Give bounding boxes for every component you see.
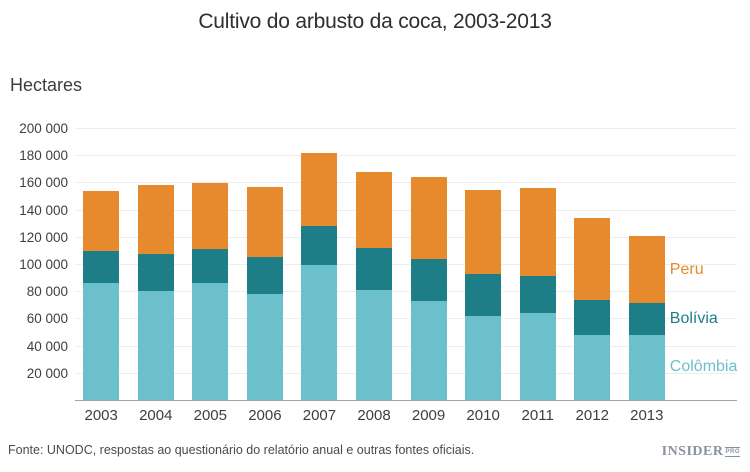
insiderpro-logo: INSIDER PRO [662, 444, 740, 460]
legend-label-peru: Peru [669, 260, 704, 278]
bar-segment-colombia-2003 [83, 283, 120, 400]
bar-segment-colombia-2005 [192, 283, 229, 400]
x-tick-label: 2004 [139, 407, 173, 424]
x-tick-label: 2012 [575, 407, 609, 424]
bar-segment-colombia-2006 [246, 293, 283, 400]
bar-segment-colombia-2009 [410, 300, 447, 400]
bar-segment-peru-2009 [410, 177, 447, 259]
x-tick-label: 2008 [357, 407, 391, 424]
bar-segment-peru-2006 [246, 186, 283, 257]
y-tick-label: 160 000 [19, 175, 68, 191]
bar-segment-bolivia-2012 [574, 300, 611, 335]
gridline [75, 264, 737, 265]
y-axis-unit-label: Hectares [10, 75, 83, 95]
gridline [75, 372, 737, 374]
bar-segment-colombia-2010 [465, 315, 502, 400]
bar-segment-peru-2005 [192, 182, 229, 249]
chart-title: Cultivo do arbusto da coca, 2003-2013 [198, 10, 552, 33]
bar-segment-peru-2010 [465, 190, 502, 274]
bar-segment-peru-2012 [574, 218, 611, 301]
logo-text: INSIDER [661, 444, 724, 459]
bar-segment-peru-2008 [356, 172, 392, 249]
legend-label-bolivia: Bolívia [669, 310, 718, 328]
bar-segment-peru-2007 [301, 153, 338, 227]
bar-segment-bolivia-2009 [410, 258, 447, 301]
gridline [75, 209, 737, 211]
plot-area [75, 128, 737, 401]
source-note: Fonte: UNODC, respostas ao questionário … [8, 443, 475, 457]
bar-segment-colombia-2011 [519, 312, 556, 400]
x-tick-label: 2005 [193, 407, 227, 424]
gridline [75, 155, 737, 157]
gridline [75, 236, 737, 238]
y-tick-label: 80 000 [26, 284, 68, 300]
y-tick-label: 140 000 [19, 202, 68, 218]
bar-segment-peru-2011 [519, 188, 556, 276]
x-tick-label: 2007 [302, 407, 337, 424]
y-tick-label: 200 000 [19, 121, 68, 136]
bar-segment-bolivia-2013 [628, 303, 665, 335]
bar-segment-colombia-2012 [574, 334, 611, 400]
gridline [75, 291, 737, 293]
logo-badge: PRO [725, 447, 740, 457]
gridline [75, 182, 737, 184]
bar-segment-peru-2004 [137, 185, 174, 254]
gridline [75, 318, 737, 320]
x-tick-label: 2011 [521, 407, 554, 424]
x-tick-label: 2010 [466, 407, 500, 424]
gridline [75, 345, 737, 347]
x-tick-label: 2006 [248, 407, 282, 424]
y-tick-label: 120 000 [19, 229, 68, 245]
y-tick-label: 40 000 [26, 338, 68, 354]
bar-segment-bolivia-2004 [137, 253, 174, 292]
x-tick-label: 2003 [84, 407, 118, 424]
bar-segment-colombia-2004 [137, 291, 174, 400]
bar-segment-bolivia-2006 [246, 256, 283, 294]
bar-segment-peru-2013 [628, 235, 665, 304]
y-tick-label: 180 000 [19, 148, 68, 164]
y-tick-label: 60 000 [26, 311, 68, 327]
y-axis-tick-labels: 20 000 40 000 60 000 80 000 100 000 120 000 14… [0, 121, 68, 400]
bar-segment-peru-2003 [83, 190, 120, 251]
legend-label-colombia: Colômbia [669, 358, 738, 376]
y-tick-label: 100 000 [19, 257, 68, 272]
x-tick-label: 2013 [630, 407, 664, 424]
bar-segment-colombia-2013 [628, 334, 665, 400]
y-tick-label: 20 000 [26, 365, 68, 381]
bar-segment-bolivia-2005 [192, 248, 229, 284]
bar-segment-bolivia-2011 [519, 275, 556, 313]
x-tick-label: 2009 [411, 407, 446, 424]
x-axis-tick-labels: 2003 2004 2005 2006 2007 2008 2009 2010 2011 2012… [75, 407, 737, 427]
bar-segment-bolivia-2003 [83, 250, 120, 284]
bar-segment-bolivia-2008 [356, 248, 392, 290]
bar-segment-colombia-2007 [301, 265, 338, 400]
bar-segment-colombia-2008 [356, 289, 392, 400]
bar-segment-bolivia-2007 [301, 226, 338, 266]
gridline [75, 128, 737, 129]
bar-segment-bolivia-2010 [465, 273, 502, 316]
